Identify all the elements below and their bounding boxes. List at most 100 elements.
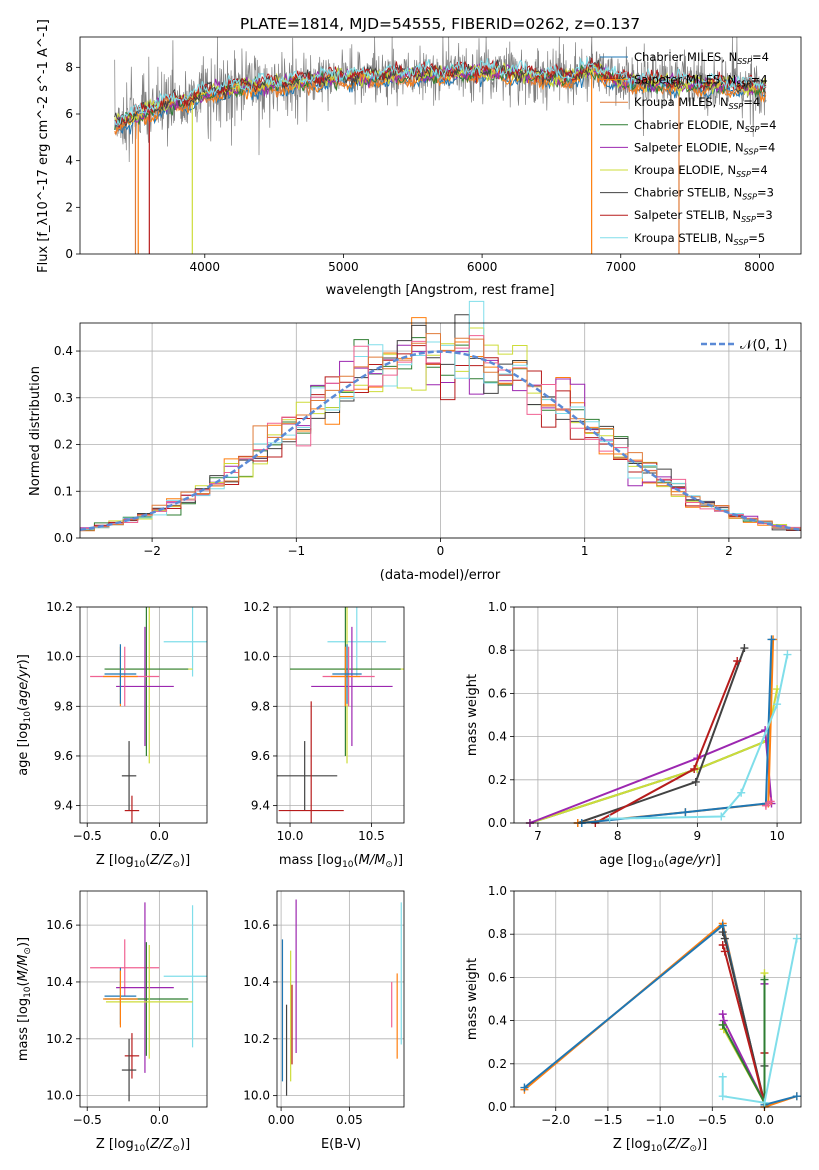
massweight-vs-age-panel: 7 8 9 10 0.0 0.2 0.4 0.6 0.8 1.0 age [log10(age/y… bbox=[465, 600, 802, 870]
plus-marker bbox=[720, 947, 729, 956]
y-tick-label: 1.0 bbox=[488, 600, 507, 614]
y-tick-label: 9.6 bbox=[54, 749, 73, 763]
mass-weight-line bbox=[523, 923, 798, 1107]
y-tick-label: 9.6 bbox=[251, 749, 270, 763]
legend-label: Kroupa STELIB, NSSP=5 bbox=[634, 231, 765, 247]
y-tick-label: 10.2 bbox=[46, 600, 73, 614]
mass-weight-line bbox=[721, 983, 766, 1104]
age-vs-z-axes-frame bbox=[79, 606, 208, 824]
y-tick-label: 0.2 bbox=[54, 438, 73, 452]
x-tick-label: 0.0 bbox=[150, 829, 169, 843]
mass-vs-ebv-plot bbox=[281, 899, 402, 1096]
y-tick-label: 10.4 bbox=[243, 975, 270, 989]
y-tick-label: 10.2 bbox=[46, 1032, 73, 1046]
mass-vs-z-panel: −0.5 0.010.010.210.410.6 Z [log10(Z/Z⊙)] … bbox=[16, 890, 208, 1154]
figure-title: PLATE=1814, MJD=54555, FIBERID=0262, z=0… bbox=[240, 15, 640, 33]
mass-vs-z-ylabel: mass [log10(M/M⊙)] bbox=[16, 937, 33, 1061]
x-tick-label: 0.0 bbox=[150, 1113, 169, 1127]
age-vs-mass-panel: 10.0 10.5 9.4 9.6 9.8 10.0 10.2 mass [log10(M/… bbox=[243, 600, 405, 870]
plus-marker bbox=[720, 934, 729, 943]
x-tick-label: −0.5 bbox=[73, 829, 102, 843]
plus-marker bbox=[761, 801, 770, 810]
age-vs-z-ticks: −0.5 0.0 9.4 9.6 9.8 10.0 10.2 bbox=[46, 600, 169, 843]
y-tick-label: 0.8 bbox=[488, 927, 507, 941]
y-tick-label: 10.0 bbox=[243, 1089, 270, 1103]
observed-spectrum-line bbox=[114, 36, 767, 163]
residuals-panel: −2 −1 0 1 2 0.0 0.1 0.2 0.3 0.4 (data-model)/erro… bbox=[28, 300, 802, 583]
age-vs-z-panel: −0.5 0.0 9.4 9.6 9.8 10.0 10.2 Z [log10(Z/Z⊙)]… bbox=[16, 600, 208, 870]
plus-marker bbox=[760, 975, 769, 984]
y-tick-label: 9.4 bbox=[54, 799, 73, 813]
mass-vs-z-plot bbox=[90, 902, 207, 1102]
massweight-vs-age-grid bbox=[514, 606, 801, 824]
x-tick-label: 10.5 bbox=[358, 829, 385, 843]
age-vs-z-ylabel: age [log10(age/yr)] bbox=[16, 654, 33, 776]
y-tick-label: 9.4 bbox=[251, 799, 270, 813]
plus-marker bbox=[767, 635, 776, 644]
plus-marker bbox=[691, 777, 700, 786]
plus-marker bbox=[792, 934, 801, 943]
x-tick-label: 0 bbox=[437, 544, 445, 558]
plus-marker bbox=[718, 1092, 727, 1101]
plus-marker bbox=[783, 650, 792, 659]
mass-vs-z-axes-frame bbox=[79, 890, 208, 1108]
plus-marker bbox=[766, 797, 775, 806]
legend-label: Salpeter STELIB, NSSP=3 bbox=[634, 208, 773, 224]
x-tick-label: 10 bbox=[769, 829, 784, 843]
y-tick-label: 0 bbox=[65, 247, 73, 261]
residuals-ticks: −2 −1 0 1 2 0.0 0.1 0.2 0.3 0.4 bbox=[54, 344, 733, 558]
plus-marker bbox=[718, 1010, 727, 1019]
plus-marker bbox=[760, 1098, 769, 1107]
y-tick-label: 9.8 bbox=[54, 699, 73, 713]
mass-vs-ebv-panel: 0.00 0.05 10.0 10.2 10.4 10.6 E(B-V) bbox=[243, 890, 405, 1152]
age-vs-mass-plot bbox=[277, 607, 404, 823]
x-tick-label: −1.0 bbox=[646, 1113, 675, 1127]
plus-marker bbox=[681, 808, 690, 817]
spectrum-ylabel: Flux [f_λ10^-17 erg cm^-2 s^-1 A^-1] bbox=[36, 19, 51, 273]
y-tick-label: 0.0 bbox=[488, 816, 507, 830]
legend-label: Kroupa ELODIE, NSSP=4 bbox=[634, 163, 768, 179]
mass-weight-line bbox=[721, 938, 798, 1104]
legend-label: Chabrier STELIB, NSSP=3 bbox=[634, 186, 774, 202]
plus-marker bbox=[740, 644, 749, 653]
spectrum-panel: 4000 5000 6000 7000 8000 0 2 4 6 8 wavelength [An… bbox=[36, 19, 802, 298]
y-tick-label: 0.6 bbox=[488, 686, 507, 700]
y-tick-label: 10.6 bbox=[46, 918, 73, 932]
massweight-vs-age-ylabel: mass weight bbox=[465, 674, 480, 756]
y-tick-label: 10.0 bbox=[46, 650, 73, 664]
massweight-vs-z-xlabel: Z [log10(Z/Z⊙)] bbox=[613, 1137, 707, 1154]
legend-label: Salpeter MILES, NSSP=4 bbox=[634, 73, 768, 89]
mass-weight-line bbox=[529, 728, 773, 824]
massweight-vs-z-panel: −2.0 −1.5 −1.0 −0.5 0.0 0.0 0.2 0.4 0.6 0.8 1.0 Z … bbox=[465, 884, 802, 1154]
massweight-vs-age-plot bbox=[525, 635, 792, 827]
x-tick-label: 1 bbox=[581, 544, 589, 558]
x-tick-label: 9 bbox=[694, 829, 702, 843]
age-vs-mass-axes-frame bbox=[276, 606, 405, 824]
y-tick-label: 10.0 bbox=[243, 650, 270, 664]
y-tick-label: 0.0 bbox=[488, 1100, 507, 1114]
plus-marker bbox=[773, 700, 782, 709]
plus-marker bbox=[718, 941, 727, 949]
y-tick-label: 10.2 bbox=[243, 600, 270, 614]
x-tick-label: 0.0 bbox=[755, 1113, 774, 1127]
massweight-vs-z-ticks: −2.0 −1.5 −1.0 −0.5 0.0 0.0 0.2 0.4 0.6 0.8 1.0 bbox=[488, 884, 774, 1127]
mass-weight-line bbox=[721, 979, 766, 1104]
plus-marker bbox=[718, 928, 727, 937]
mass-weight-line bbox=[594, 660, 739, 824]
x-tick-label: 2 bbox=[725, 544, 733, 558]
mass-vs-ebv-xlabel: E(B-V) bbox=[321, 1137, 361, 1152]
plus-marker bbox=[792, 1092, 801, 1101]
age-vs-z-plot bbox=[90, 607, 207, 823]
massweight-vs-z-ylabel: mass weight bbox=[465, 958, 480, 1040]
mass-vs-z-ticks: −0.5 0.0 10.0 10.2 10.4 10.6 bbox=[46, 918, 169, 1127]
mass-vs-z-xlabel: Z [log10(Z/Z⊙)] bbox=[96, 1137, 190, 1154]
x-tick-label: 5000 bbox=[328, 260, 359, 274]
y-tick-label: 6 bbox=[65, 107, 73, 121]
model-spectrum-line bbox=[114, 57, 767, 128]
x-tick-label: 6000 bbox=[467, 260, 498, 274]
x-tick-label: 7 bbox=[534, 829, 542, 843]
mass-vs-ebv-axes-frame bbox=[276, 890, 405, 1108]
gaussian-reference-curve bbox=[79, 350, 802, 532]
x-tick-label: −0.5 bbox=[698, 1113, 727, 1127]
